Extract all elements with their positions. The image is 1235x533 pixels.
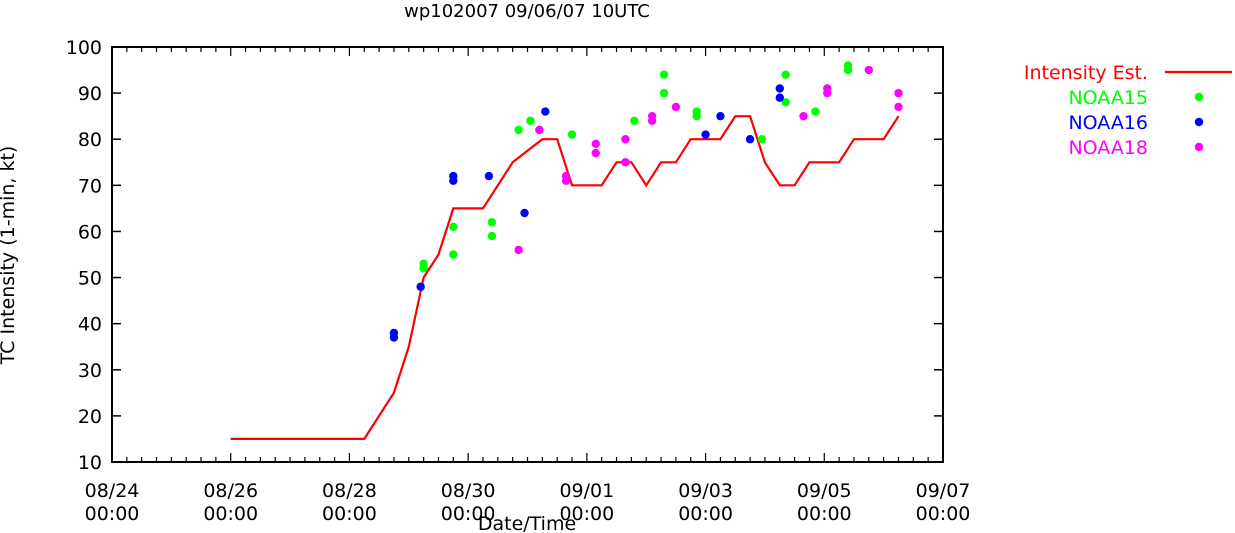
- noaa15-point: [843, 65, 853, 75]
- legend-label-noaa16: NOAA16: [1068, 112, 1148, 134]
- x-tick-label-date: 09/07: [916, 480, 971, 502]
- noaa18-point: [535, 125, 544, 135]
- y-axis-labels: 10 20 30 40 50 60 70 80 90 100: [66, 37, 102, 474]
- x-tick-label-date: 08/26: [203, 480, 258, 502]
- y-tick-label: 70: [78, 175, 102, 197]
- noaa18-point: [647, 116, 657, 125]
- legend-point-swatch: [1194, 142, 1204, 152]
- noaa15-point: [630, 116, 639, 125]
- noaa15-point: [659, 88, 669, 98]
- y-axis-title: TC Intensity (1-min, kt): [0, 146, 19, 366]
- noaa15-point: [487, 218, 497, 227]
- chart-title: wp102007 09/06/07 10UTC: [404, 1, 650, 22]
- noaa16-point: [745, 135, 755, 144]
- legend: Intensity Est. NOAA15 NOAA16 NOAA18: [1024, 62, 1232, 159]
- noaa18-point: [591, 148, 600, 158]
- noaa15-point: [526, 116, 535, 125]
- intensity-est-line: [230, 115, 900, 440]
- y-tick-label: 60: [78, 221, 102, 243]
- legend-point-swatch: [1194, 92, 1204, 102]
- noaa16-point: [775, 93, 784, 102]
- y-tick-label: 40: [78, 314, 102, 336]
- noaa16-point: [541, 107, 550, 116]
- noaa15-point: [449, 250, 458, 259]
- x-tick-label-time: 00:00: [203, 503, 258, 525]
- noaa15-points: [419, 61, 853, 273]
- noaa18-point: [864, 65, 874, 75]
- x-tick-label-date: 08/30: [441, 480, 496, 502]
- y-tick-label: 10: [78, 452, 102, 474]
- legend-label-noaa18: NOAA18: [1068, 137, 1148, 159]
- x-tick-label-date: 08/24: [85, 480, 140, 502]
- x-tick-label-date: 08/28: [322, 480, 377, 502]
- noaa15-point: [567, 130, 577, 139]
- x-axis-labels: 08/2400:0008/2600:0008/2800:0008/3000:00…: [85, 480, 971, 525]
- noaa15-point: [419, 264, 428, 273]
- noaa15-point: [781, 98, 790, 107]
- legend-point-swatch: [1194, 117, 1204, 127]
- noaa15-point: [692, 111, 701, 121]
- x-tick-label-time: 00:00: [559, 503, 614, 525]
- x-tick-label-date: 09/05: [797, 480, 852, 502]
- noaa18-point: [894, 88, 903, 98]
- x-tick-label-time: 00:00: [85, 503, 140, 525]
- noaa16-point: [416, 282, 425, 291]
- noaa16-point: [484, 171, 494, 181]
- x-tick-label-date: 09/03: [678, 480, 733, 502]
- noaa16-points: [389, 84, 784, 342]
- y-tick-label: 80: [78, 129, 102, 151]
- noaa18-point: [799, 111, 808, 121]
- noaa18-point: [823, 88, 832, 98]
- legend-label-intensity-est-: Intensity Est.: [1024, 62, 1148, 84]
- noaa16-point: [520, 208, 529, 218]
- noaa16-point: [389, 333, 399, 342]
- axis-ticks: [111, 46, 944, 463]
- noaa18-point: [621, 158, 630, 167]
- noaa16-point: [716, 111, 725, 121]
- x-tick-label-time: 00:00: [678, 503, 733, 525]
- noaa16-point: [701, 130, 710, 139]
- noaa16-point: [449, 176, 458, 185]
- x-tick-label-time: 00:00: [916, 503, 971, 525]
- y-tick-label: 100: [66, 37, 102, 59]
- noaa18-point: [894, 102, 903, 112]
- x-tick-label-time: 00:00: [322, 503, 377, 525]
- noaa16-point: [775, 84, 784, 93]
- noaa15-point: [487, 231, 497, 241]
- noaa15-point: [449, 222, 458, 232]
- noaa18-point: [514, 245, 523, 255]
- noaa18-point: [671, 102, 681, 112]
- x-axis-title: Date/Time: [478, 513, 576, 533]
- noaa15-point: [757, 135, 767, 144]
- x-tick-label-time: 00:00: [797, 503, 852, 525]
- noaa15-point: [514, 125, 523, 135]
- noaa18-point: [591, 139, 600, 149]
- y-tick-label: 90: [78, 83, 102, 105]
- noaa15-point: [781, 70, 790, 79]
- noaa18-points: [514, 65, 903, 255]
- y-tick-label: 20: [78, 406, 102, 428]
- legend-label-noaa15: NOAA15: [1068, 87, 1148, 109]
- x-tick-label-date: 09/01: [559, 480, 614, 502]
- x-tick-label-time: 00:00: [441, 503, 496, 525]
- noaa18-point: [561, 176, 571, 185]
- noaa18-point: [621, 135, 630, 144]
- noaa15-point: [659, 70, 669, 79]
- series-layer: [230, 61, 903, 440]
- noaa15-point: [811, 107, 820, 116]
- y-tick-label: 30: [78, 360, 102, 382]
- y-tick-label: 50: [78, 268, 102, 290]
